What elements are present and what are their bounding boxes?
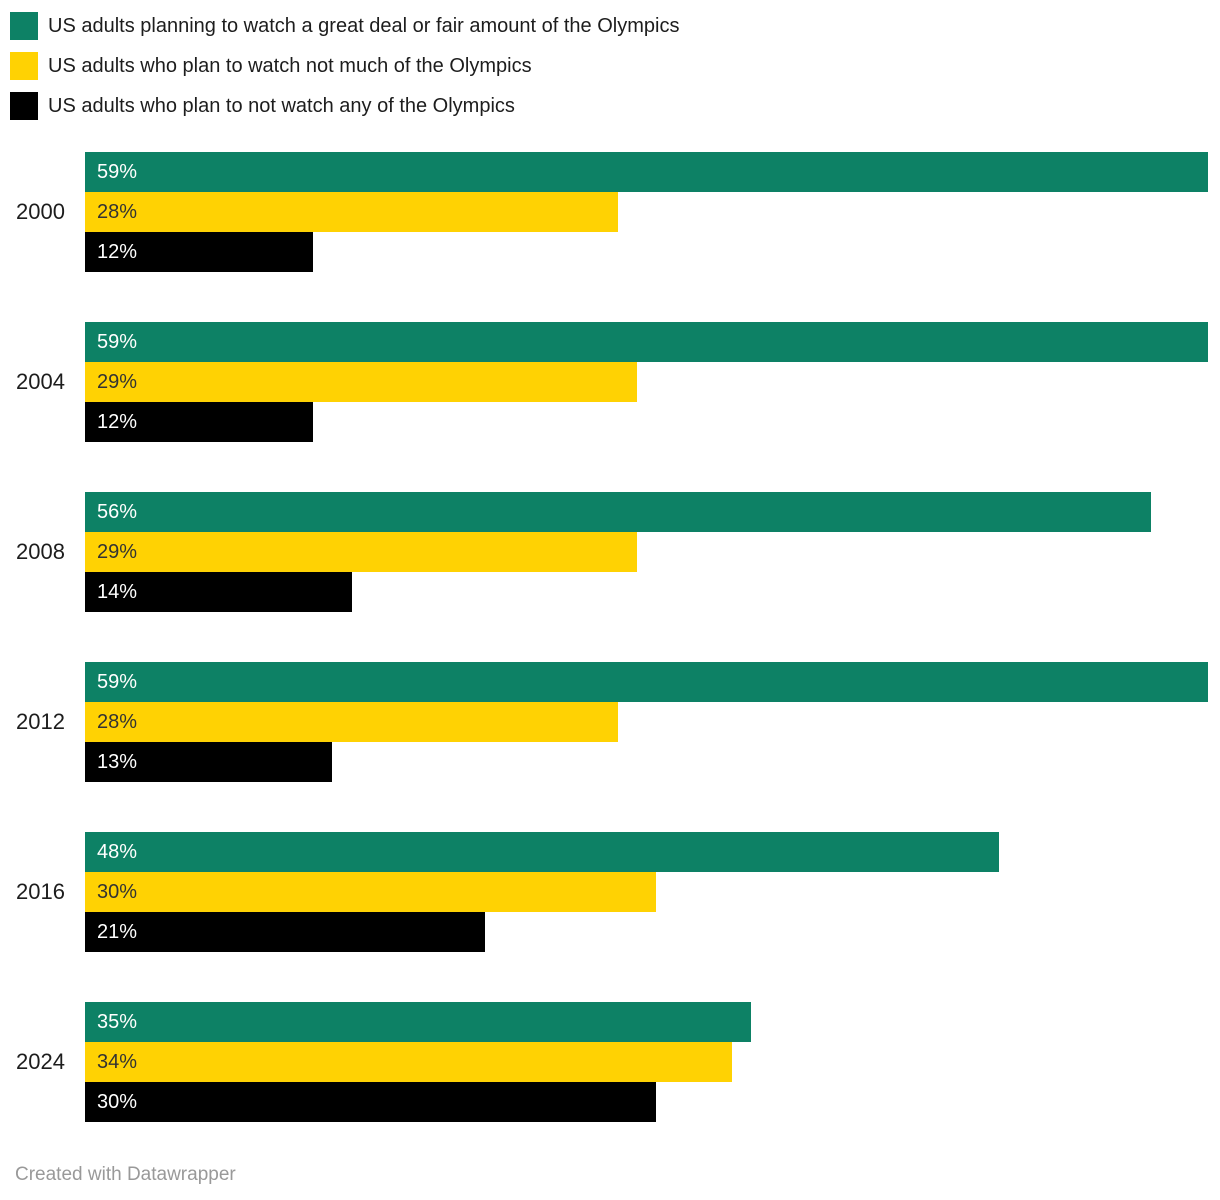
- legend-item: US adults who plan to watch not much of …: [10, 52, 1220, 80]
- year-label: 2004: [16, 369, 65, 394]
- bar: 35%: [85, 1002, 752, 1042]
- bar-stack: 35% 34% 30%: [85, 1002, 1220, 1122]
- bar-value-label: 59%: [97, 330, 138, 353]
- bar: 59%: [85, 152, 1208, 192]
- bar-stack: 59% 28% 13%: [85, 662, 1220, 782]
- bar: 29%: [85, 362, 637, 402]
- bar-value-label: 12%: [97, 410, 138, 433]
- bar-value-label: 14%: [97, 580, 138, 603]
- legend-swatch: [10, 92, 38, 120]
- year-label: 2012: [16, 709, 65, 734]
- bar-value-label: 29%: [97, 370, 138, 393]
- bar-stack: 48% 30% 21%: [85, 832, 1220, 952]
- bar-group: 2024 35% 34% 30%: [0, 1002, 1220, 1122]
- bar-stack: 59% 28% 12%: [85, 152, 1220, 272]
- year-label: 2024: [16, 1049, 65, 1074]
- bar-value-label: 30%: [97, 880, 138, 903]
- bar-stack: 56% 29% 14%: [85, 492, 1220, 612]
- year-label: 2000: [16, 199, 65, 224]
- bar: 30%: [85, 1082, 656, 1122]
- legend-label: US adults who plan to not watch any of t…: [48, 95, 515, 117]
- bar: 21%: [85, 912, 485, 952]
- legend-label: US adults who plan to watch not much of …: [48, 55, 532, 77]
- year-label: 2008: [16, 539, 65, 564]
- bar: 56%: [85, 492, 1151, 532]
- legend-item: US adults planning to watch a great deal…: [10, 12, 1220, 40]
- bar-group: 2016 48% 30% 21%: [0, 832, 1220, 952]
- bar-value-label: 12%: [97, 240, 138, 263]
- datawrapper-credit: Created with Datawrapper: [15, 1164, 236, 1185]
- bar-value-label: 21%: [97, 920, 138, 943]
- legend: US adults planning to watch a great deal…: [10, 12, 1220, 120]
- bar-value-label: 30%: [97, 1090, 138, 1113]
- bar: 12%: [85, 402, 314, 442]
- bar-chart: 2000 59% 28% 12% 2004 59% 29% 12% 2008 56% 29% 14% 2…: [0, 152, 1220, 1122]
- bar: 14%: [85, 572, 352, 612]
- bar: 12%: [85, 232, 314, 272]
- legend-label: US adults planning to watch a great deal…: [48, 15, 680, 37]
- legend-swatch: [10, 12, 38, 40]
- bar-value-label: 28%: [97, 710, 138, 733]
- bar-group: 2008 56% 29% 14%: [0, 492, 1220, 612]
- legend-swatch: [10, 52, 38, 80]
- bar-value-label: 28%: [97, 200, 138, 223]
- bar: 34%: [85, 1042, 733, 1082]
- bar-group: 2012 59% 28% 13%: [0, 662, 1220, 782]
- bar: 30%: [85, 872, 656, 912]
- bar-value-label: 59%: [97, 160, 138, 183]
- bar: 29%: [85, 532, 637, 572]
- bar-value-label: 59%: [97, 670, 138, 693]
- legend-item: US adults who plan to not watch any of t…: [10, 92, 1220, 120]
- bar-value-label: 48%: [97, 840, 138, 863]
- year-label: 2016: [16, 879, 65, 904]
- bar: 28%: [85, 192, 618, 232]
- bar-value-label: 29%: [97, 540, 138, 563]
- bar-stack: 59% 29% 12%: [85, 322, 1220, 442]
- bar: 28%: [85, 702, 618, 742]
- bar: 59%: [85, 322, 1208, 362]
- bar: 48%: [85, 832, 999, 872]
- bar-value-label: 34%: [97, 1050, 138, 1073]
- bar-value-label: 13%: [97, 750, 138, 773]
- bar: 13%: [85, 742, 333, 782]
- bar-value-label: 56%: [97, 500, 138, 523]
- bar-group: 2000 59% 28% 12%: [0, 152, 1220, 272]
- bar: 59%: [85, 662, 1208, 702]
- bar-value-label: 35%: [97, 1010, 138, 1033]
- bar-group: 2004 59% 29% 12%: [0, 322, 1220, 442]
